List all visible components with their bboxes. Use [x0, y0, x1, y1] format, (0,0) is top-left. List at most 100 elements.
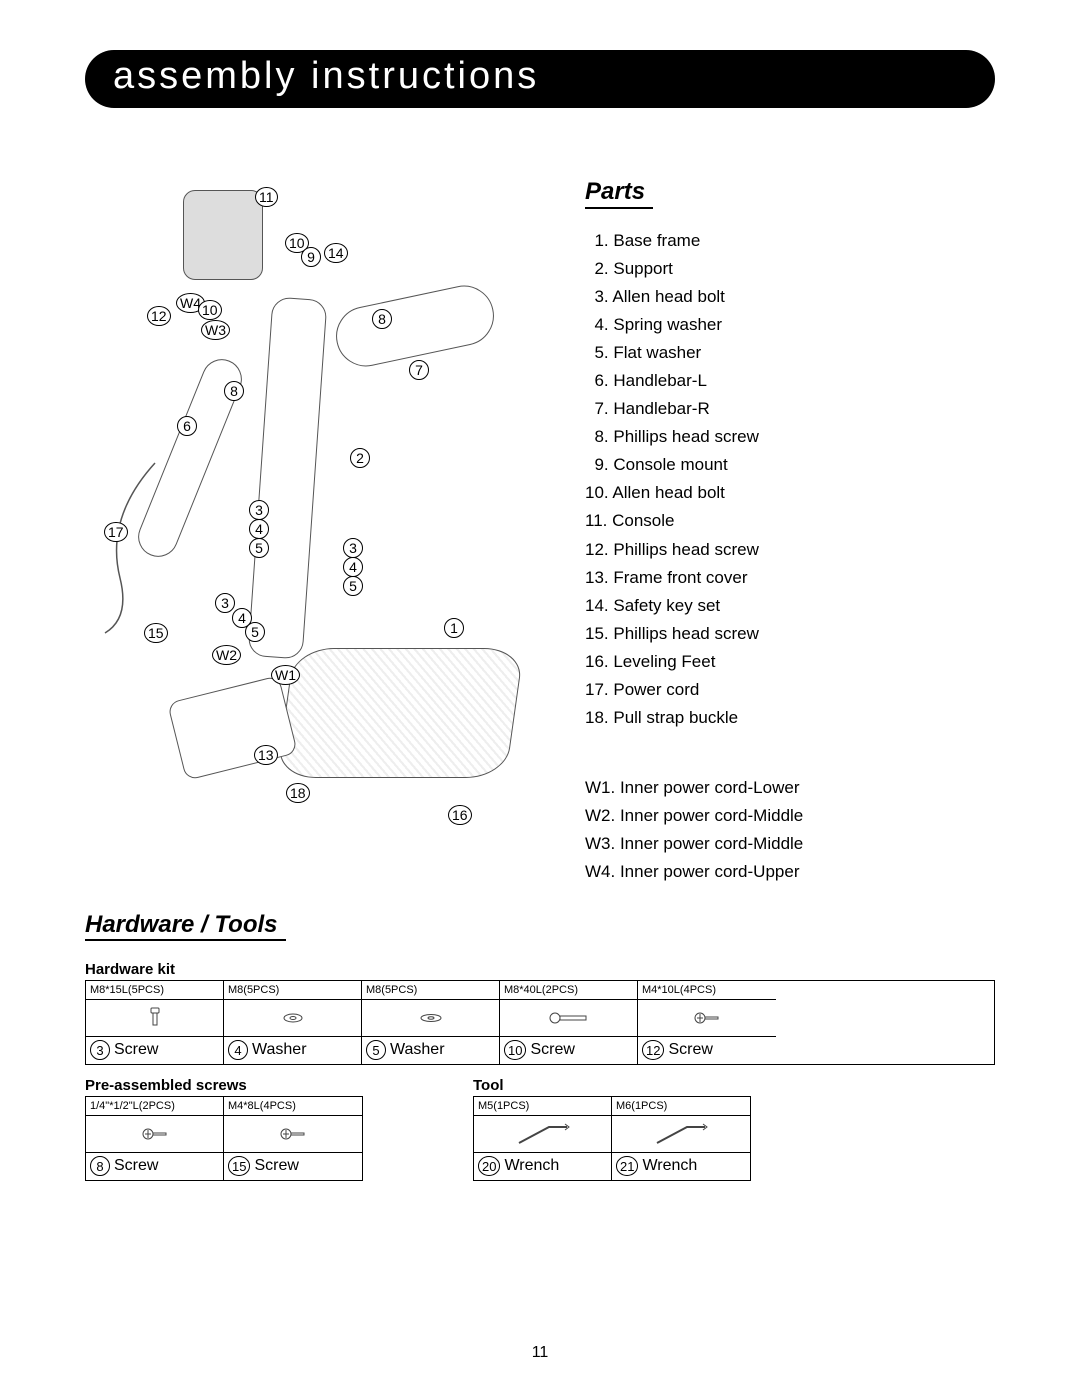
hardware-cell: 1/4"*1/2"L(2PCS) 8Screw [86, 1097, 224, 1180]
parts-list-item: 1. Base frame [585, 227, 995, 255]
tool-block: Tool M5(1PCS)20WrenchM6(1PCS)21Wrench [473, 1067, 751, 1181]
diagram-callout: 15 [144, 623, 168, 643]
diagram-callout: 7 [409, 360, 429, 380]
page-number: 11 [0, 1344, 1080, 1362]
parts-list-item: 8. Phillips head screw [585, 423, 995, 451]
diagram-callout: 16 [448, 805, 472, 825]
parts-list-item: 11. Console [585, 507, 995, 535]
hardware-kit-label: Hardware kit [85, 961, 995, 978]
hardware-cell: M8(5PCS)5Washer [362, 981, 500, 1064]
hardware-name: Screw [530, 1041, 574, 1059]
diagram-callout: 6 [177, 416, 197, 436]
exploded-diagram: 1110914W41012W38786234534534517151W2W113… [85, 178, 555, 868]
pre-assembled-block: Pre-assembled screws 1/4"*1/2"L(2PCS)8Sc… [85, 1067, 363, 1181]
diagram-callout: 8 [372, 309, 392, 329]
hardware-spec: M8(5PCS) [362, 981, 499, 1000]
page-title-bar: assembly instructions [85, 50, 995, 108]
parts-list-item: 12. Phillips head screw [585, 536, 995, 564]
diagram-callout: 10 [198, 300, 222, 320]
parts-list-item: 2. Support [585, 255, 995, 283]
parts-list-item: 10. Allen head bolt [585, 479, 995, 507]
parts-list-item: 9. Console mount [585, 451, 995, 479]
parts-list-item: 14. Safety key set [585, 592, 995, 620]
parts-list-item: 15. Phillips head screw [585, 620, 995, 648]
hardware-label: 3Screw [86, 1036, 223, 1064]
diagram-callout: 2 [350, 448, 370, 468]
hardware-cell: M4*8L(4PCS) 15Screw [224, 1097, 362, 1180]
diagram-callout: 5 [249, 538, 269, 558]
screw-phillips-icon [86, 1116, 223, 1152]
parts-list-item: 7. Handlebar-R [585, 395, 995, 423]
page-title: assembly instructions [113, 55, 539, 97]
hardware-label: 4Washer [224, 1036, 361, 1064]
hardware-number: 8 [90, 1156, 110, 1176]
diagram-callout: 4 [343, 557, 363, 577]
parts-list-item: 4. Spring washer [585, 311, 995, 339]
parts-list: 1. Base frame 2. Support 3. Allen head b… [585, 227, 995, 732]
hardware-spec: M5(1PCS) [474, 1097, 611, 1116]
hardware-kit-table: M8*15L(5PCS)3ScrewM8(5PCS)4WasherM8(5PCS… [85, 980, 995, 1065]
hardware-label: 12Screw [638, 1036, 776, 1064]
hardware-number: 15 [228, 1156, 250, 1176]
hardware-name: Screw [114, 1157, 158, 1175]
diagram-callout: 13 [254, 745, 278, 765]
main-content-row: 1110914W41012W38786234534534517151W2W113… [85, 178, 995, 886]
diagram-callout: 11 [255, 187, 278, 207]
diagram-callout: 17 [104, 522, 128, 542]
diagram-callout: 18 [286, 783, 310, 803]
diagram-callout: W2 [212, 645, 241, 665]
parts-list-item: 13. Frame front cover [585, 564, 995, 592]
hardware-cell: M6(1PCS) 21Wrench [612, 1097, 750, 1180]
cord-list-item: W3. Inner power cord-Middle [585, 830, 995, 858]
washer-flat-icon [362, 1000, 499, 1036]
diagram-callout: 9 [301, 247, 321, 267]
hardware-name: Screw [254, 1157, 298, 1175]
parts-list-item: 18. Pull strap buckle [585, 704, 995, 732]
hardware-number: 21 [616, 1156, 638, 1176]
hardware-spec: M4*10L(4PCS) [638, 981, 776, 1000]
diagram-callout: 3 [249, 500, 269, 520]
tool-label: Tool [473, 1077, 751, 1094]
washer-spring-icon [224, 1000, 361, 1036]
hardware-name: Screw [668, 1041, 712, 1059]
hardware-number: 5 [366, 1040, 386, 1060]
hardware-section: Hardware / Tools Hardware kit M8*15L(5PC… [85, 911, 995, 1181]
parts-column: Parts 1. Base frame 2. Support 3. Allen … [555, 178, 995, 886]
hardware-label: 10Screw [500, 1036, 637, 1064]
hardware-name: Wrench [642, 1157, 697, 1175]
hardware-spec: M6(1PCS) [612, 1097, 750, 1116]
diagram-callout: 14 [324, 243, 348, 263]
hardware-label: 20Wrench [474, 1152, 611, 1180]
cord-parts-list: W1. Inner power cord-LowerW2. Inner powe… [585, 774, 995, 886]
diagram-callout: 8 [224, 381, 244, 401]
diagram-callout: 12 [147, 306, 171, 326]
tool-table: M5(1PCS)20WrenchM6(1PCS)21Wrench [473, 1096, 751, 1181]
hardware-cell: M8*15L(5PCS) 3Screw [86, 981, 224, 1064]
pre-assembled-table: 1/4"*1/2"L(2PCS)8ScrewM4*8L(4PCS)15Screw [85, 1096, 363, 1181]
hardware-label: 21Wrench [612, 1152, 750, 1180]
parts-list-item: 6. Handlebar-L [585, 367, 995, 395]
hardware-cell: M4*10L(4PCS) 12Screw [638, 981, 776, 1064]
hardware-number: 4 [228, 1040, 248, 1060]
parts-list-item: 5. Flat washer [585, 339, 995, 367]
hardware-name: Screw [114, 1041, 158, 1059]
cord-list-item: W4. Inner power cord-Upper [585, 858, 995, 886]
hardware-spec: 1/4"*1/2"L(2PCS) [86, 1097, 223, 1116]
hardware-number: 20 [478, 1156, 500, 1176]
parts-heading: Parts [585, 178, 653, 209]
diagram-callout: W1 [271, 665, 300, 685]
hardware-number: 10 [504, 1040, 526, 1060]
hardware-spec: M8*15L(5PCS) [86, 981, 223, 1000]
parts-list-item: 3. Allen head bolt [585, 283, 995, 311]
screw-short-icon [86, 1000, 223, 1036]
hardware-label: 8Screw [86, 1152, 223, 1180]
hardware-label: 15Screw [224, 1152, 362, 1180]
wrench-icon [612, 1116, 750, 1152]
diagram-callout: W3 [201, 320, 230, 340]
parts-list-item: 16. Leveling Feet [585, 648, 995, 676]
cord-list-item: W2. Inner power cord-Middle [585, 802, 995, 830]
diagram-callout: 3 [215, 593, 235, 613]
hardware-cell: M8(5PCS)4Washer [224, 981, 362, 1064]
hardware-spec: M4*8L(4PCS) [224, 1097, 362, 1116]
diagram-callout: 1 [444, 618, 464, 638]
